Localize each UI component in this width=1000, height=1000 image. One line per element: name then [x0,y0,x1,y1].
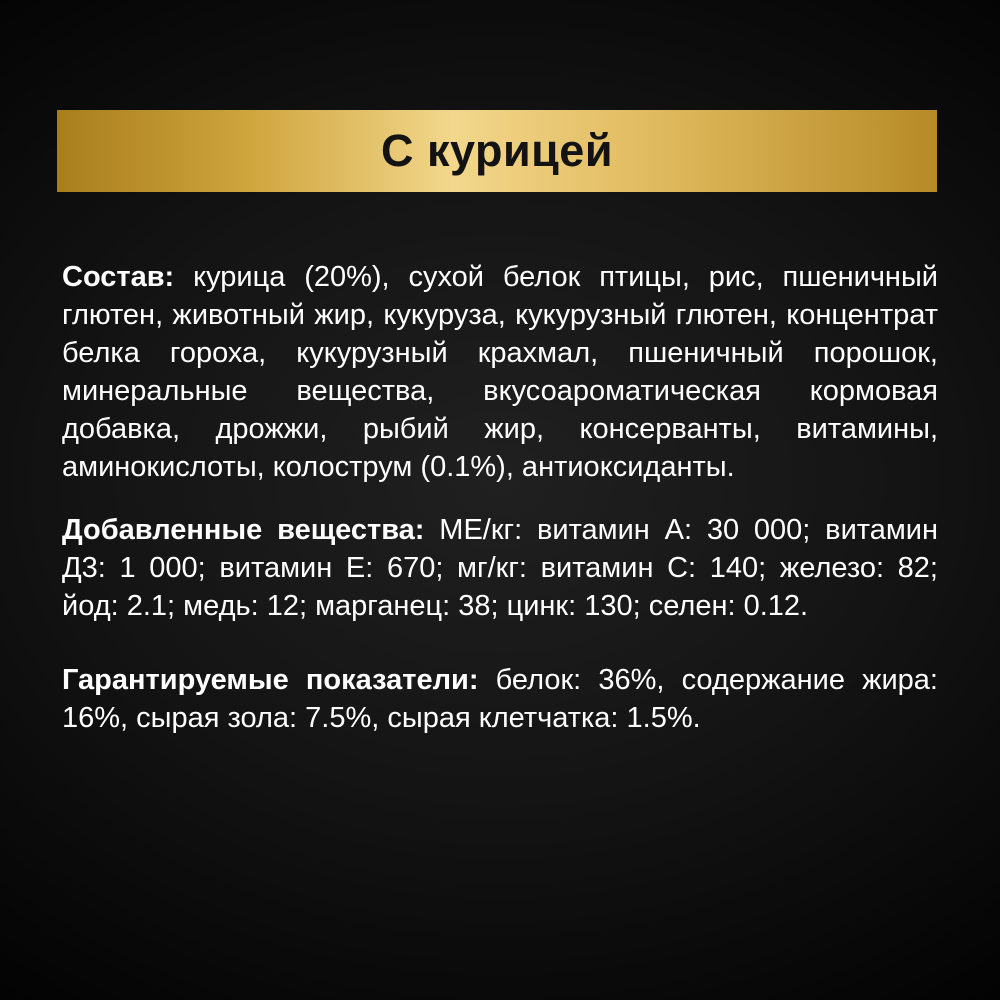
additives-text: МЕ/кг: витамин А: 30 000; витамин Д3: 1 … [62,514,939,622]
additives-paragraph: Добавленные вещества: МЕ/кг: витамин А: … [62,511,938,625]
guaranteed-label: Гарантируемые показатели: [62,664,479,696]
composition-label: Состав: [62,261,175,293]
guaranteed-text: белок: 36%, содержание жира: 16%, сырая … [62,664,938,734]
composition-text: курица (20%), сухой белок птицы, рис, пш… [62,261,938,483]
composition-paragraph: Состав: курица (20%), сухой белок птицы,… [62,258,938,486]
guaranteed-paragraph: Гарантируемые показатели: белок: 36%, со… [62,661,938,737]
flavor-banner: С курицей [57,110,937,192]
additives-label: Добавленные вещества: [62,514,425,546]
info-text-block: Состав: курица (20%), сухой белок птицы,… [62,258,938,737]
flavor-title: С курицей [381,125,613,176]
